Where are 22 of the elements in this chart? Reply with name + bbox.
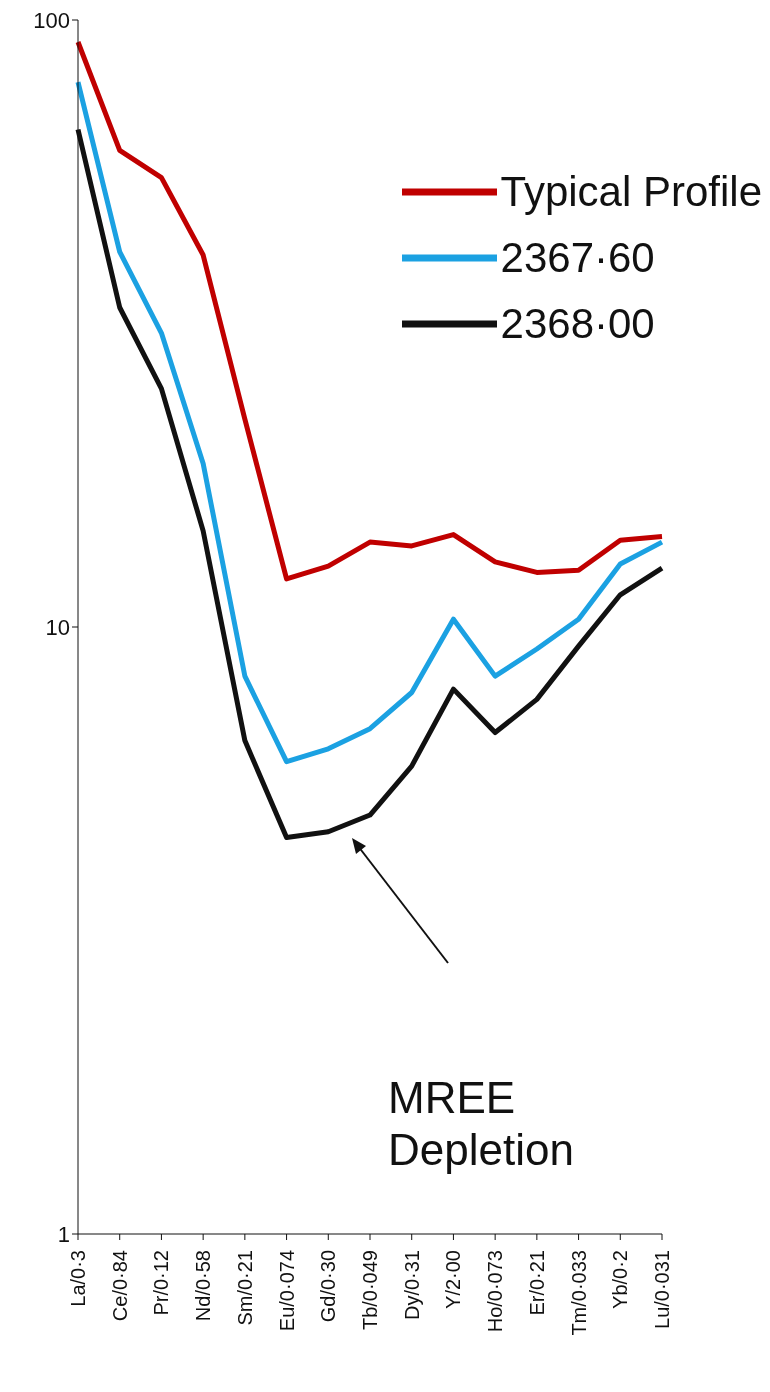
x-tick-label: Tb/0·049 <box>359 1250 381 1331</box>
legend-label: 2368·00 <box>500 300 655 348</box>
x-tick-label: Eu/0·074 <box>275 1250 298 1332</box>
x-tick-label: Yb/0·2 <box>609 1250 632 1309</box>
x-tick-label: Ce/0·84 <box>108 1250 131 1322</box>
y-tick-label: 10 <box>45 614 70 640</box>
legend-label: 2367·60 <box>500 234 655 282</box>
x-tick-label: Sm/0·21 <box>233 1250 256 1326</box>
x-tick-label: Lu/0·031 <box>651 1250 673 1329</box>
x-tick-label: La/0·3 <box>67 1250 89 1307</box>
y-tick-label: 1 <box>57 1221 70 1247</box>
y-tick-label: 100 <box>33 7 70 33</box>
x-tick-label: Nd/0·58 <box>192 1250 215 1322</box>
x-tick-label: Gd/0·30 <box>317 1250 340 1323</box>
x-tick-label: Er/0·21 <box>525 1250 548 1316</box>
x-tick-label: Ho/0·073 <box>484 1250 507 1333</box>
x-tick-label: Dy/0·31 <box>400 1250 423 1321</box>
x-tick-label: Pr/0·12 <box>150 1250 173 1316</box>
annotation: MREE Depletion <box>388 1073 574 1174</box>
x-tick-label: Y/2·00 <box>442 1250 465 1309</box>
x-tick-label: Tm/0·033 <box>567 1250 590 1336</box>
legend-label: Typical Profile <box>500 168 762 216</box>
